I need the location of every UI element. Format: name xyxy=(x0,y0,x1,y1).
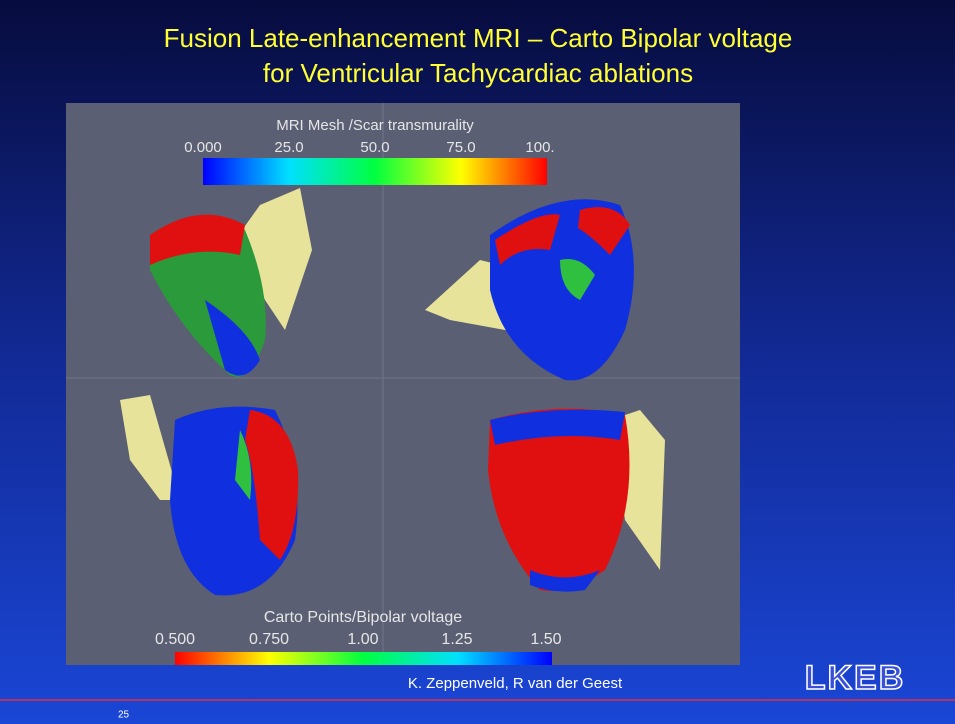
authors: K. Zeppenveld, R van der Geest xyxy=(408,675,623,692)
colorbar-label: 50.0 xyxy=(360,139,389,156)
colorbar-label: 100. xyxy=(525,139,554,156)
colorbar-label: 75.0 xyxy=(446,139,475,156)
colorbar xyxy=(203,158,547,185)
colorbar-label: 1.25 xyxy=(441,631,472,648)
colorbar-label: 25.0 xyxy=(274,139,303,156)
page-number: 25 xyxy=(118,710,130,721)
image-panel xyxy=(66,103,740,665)
colorbar xyxy=(175,652,552,665)
colorbar-title: Carto Points/Bipolar voltage xyxy=(264,609,462,626)
colorbar-label: 0.750 xyxy=(249,631,289,648)
colorbar-title: MRI Mesh /Scar transmurality xyxy=(276,117,474,134)
colorbar-label: 1.50 xyxy=(530,631,561,648)
colorbar-label: 0.000 xyxy=(184,139,222,156)
colorbar-label: 1.00 xyxy=(347,631,378,648)
logo: LKEB xyxy=(805,659,906,697)
mri-image: MRI Mesh /Scar transmurality 0.000 25.0 … xyxy=(66,103,740,665)
title-line: for Ventricular Tachycardiac ablations xyxy=(263,58,693,88)
title-line: Fusion Late-enhancement MRI – Carto Bipo… xyxy=(164,23,793,53)
colorbar-label: 0.500 xyxy=(155,631,195,648)
page: Fusion Late-enhancement MRI – Carto Bipo… xyxy=(0,0,955,724)
slide: Fusion Late-enhancement MRI – Carto Bipo… xyxy=(0,0,955,724)
